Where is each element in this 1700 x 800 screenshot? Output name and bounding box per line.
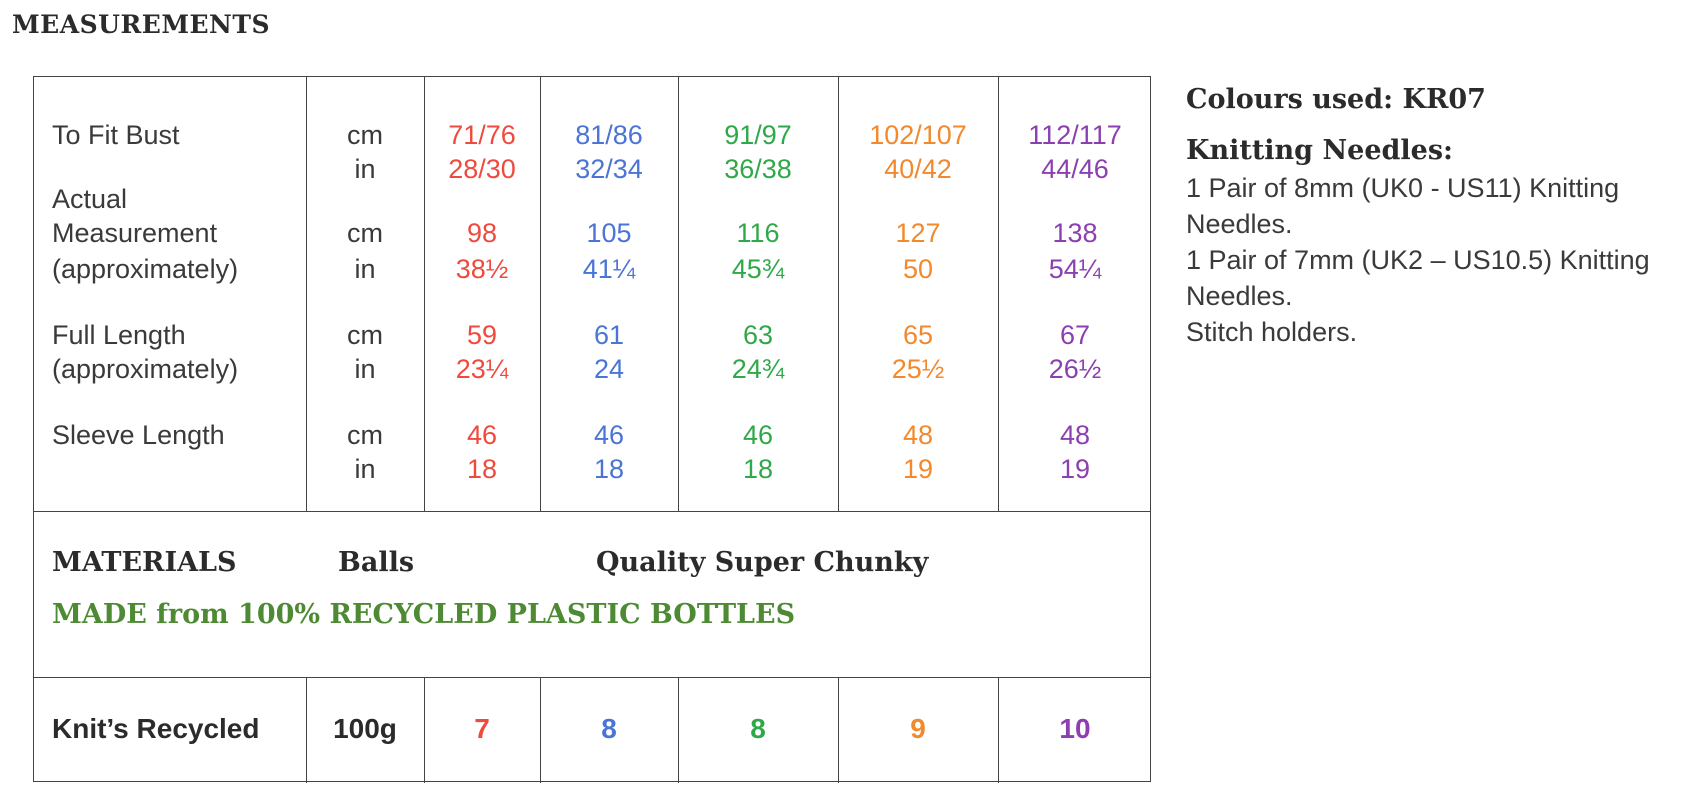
balls-size1: 7 <box>474 713 490 744</box>
needle-line: Stitch holders. <box>1186 317 1358 347</box>
value-actual-in-size2: 41¼ <box>582 254 636 284</box>
value-sleeve-in-size1: 18 <box>466 454 498 484</box>
value-bust-cm-size1: 71/76 <box>448 120 516 150</box>
divider <box>306 77 307 511</box>
value-bust-cm-size4: 102/107 <box>869 120 967 150</box>
row-label-actual-1: Actual <box>52 184 128 214</box>
unit-cm: cm <box>347 120 383 150</box>
needles-title: Knitting Needles: <box>1186 135 1453 166</box>
row-label-sleeve: Sleeve Length <box>52 420 225 450</box>
value-length-in-size2: 24 <box>593 354 625 384</box>
value-length-in-size4: 25½ <box>891 354 945 384</box>
divider <box>540 77 541 511</box>
divider <box>424 677 425 783</box>
balls-size3: 8 <box>750 713 766 744</box>
needle-line: Needles. <box>1186 281 1293 311</box>
page-heading: MEASUREMENTS <box>12 10 271 39</box>
colours-used: Colours used: KR07 <box>1186 84 1486 115</box>
value-bust-in-size4: 40/42 <box>884 154 952 184</box>
value-length-cm-size2: 61 <box>593 320 625 350</box>
divider <box>678 677 679 783</box>
value-actual-cm-size1: 98 <box>466 218 498 248</box>
unit-in: in <box>354 454 376 484</box>
divider <box>424 77 425 511</box>
value-length-cm-size3: 63 <box>742 320 774 350</box>
value-sleeve-cm-size2: 46 <box>593 420 625 450</box>
value-actual-cm-size4: 127 <box>895 218 941 248</box>
divider <box>838 77 839 511</box>
row-label-bust: To Fit Bust <box>52 120 180 150</box>
value-length-cm-size4: 65 <box>902 320 934 350</box>
row-label-actual-2: Measurement <box>52 218 218 248</box>
value-length-in-size1: 23¼ <box>455 354 509 384</box>
needle-line: 1 Pair of 8mm (UK0 - US11) Knitting <box>1186 173 1620 203</box>
value-sleeve-cm-size3: 46 <box>742 420 774 450</box>
value-actual-in-size4: 50 <box>902 254 934 284</box>
divider <box>838 677 839 783</box>
recycled-note: MADE from 100% RECYCLED PLASTIC BOTTLES <box>52 599 796 630</box>
divider <box>306 677 307 783</box>
value-sleeve-in-size5: 19 <box>1059 454 1091 484</box>
value-sleeve-cm-size1: 46 <box>466 420 498 450</box>
side-panel: Colours used: KR07 Knitting Needles: 1 P… <box>1186 84 1686 350</box>
value-bust-cm-size2: 81/86 <box>575 120 643 150</box>
value-bust-in-size5: 44/46 <box>1041 154 1109 184</box>
row-label-length-1: Full Length <box>52 320 186 350</box>
divider <box>998 77 999 511</box>
unit-in: in <box>354 154 376 184</box>
divider <box>540 677 541 783</box>
value-bust-in-size1: 28/30 <box>448 154 516 184</box>
divider <box>34 511 1150 512</box>
balls-size4: 9 <box>910 713 926 744</box>
measurements-table: To Fit Bust cm in Actual Measurement (ap… <box>33 76 1151 783</box>
unit-in: in <box>354 254 376 284</box>
value-bust-in-size2: 32/34 <box>575 154 643 184</box>
value-bust-cm-size5: 112/117 <box>1028 120 1122 150</box>
value-bust-in-size3: 36/38 <box>724 154 792 184</box>
value-actual-cm-size5: 138 <box>1052 218 1098 248</box>
unit-cm: cm <box>347 420 383 450</box>
unit-cm: cm <box>347 320 383 350</box>
value-sleeve-cm-size4: 48 <box>902 420 934 450</box>
unit-cm: cm <box>347 218 383 248</box>
value-bust-cm-size3: 91/97 <box>724 120 792 150</box>
divider <box>998 677 999 783</box>
row-label-actual-3: (approximately) <box>52 254 239 284</box>
value-sleeve-in-size2: 18 <box>593 454 625 484</box>
divider <box>34 677 1150 678</box>
quality-label: Quality Super Chunky <box>596 547 929 578</box>
value-actual-cm-size2: 105 <box>586 218 632 248</box>
divider <box>678 77 679 511</box>
value-length-cm-size1: 59 <box>466 320 498 350</box>
needle-line: Needles. <box>1186 209 1293 239</box>
value-sleeve-cm-size5: 48 <box>1059 420 1091 450</box>
value-actual-in-size1: 38½ <box>455 254 509 284</box>
value-length-in-size3: 24¾ <box>731 354 785 384</box>
balls-size2: 8 <box>601 713 617 744</box>
value-sleeve-in-size3: 18 <box>742 454 774 484</box>
yarn-name: Knit’s Recycled <box>52 713 260 744</box>
value-actual-in-size3: 45¾ <box>731 254 785 284</box>
yarn-weight: 100g <box>333 713 397 744</box>
value-length-in-size5: 26½ <box>1048 354 1102 384</box>
unit-in: in <box>354 354 376 384</box>
value-length-cm-size5: 67 <box>1059 320 1091 350</box>
value-actual-in-size5: 54¼ <box>1048 254 1102 284</box>
row-label-length-2: (approximately) <box>52 354 239 384</box>
balls-label: Balls <box>338 547 415 578</box>
materials-label: MATERIALS <box>52 547 237 578</box>
value-sleeve-in-size4: 19 <box>902 454 934 484</box>
needle-line: 1 Pair of 7mm (UK2 – US10.5) Knitting <box>1186 245 1650 275</box>
balls-size5: 10 <box>1059 713 1091 744</box>
value-actual-cm-size3: 116 <box>736 218 780 248</box>
